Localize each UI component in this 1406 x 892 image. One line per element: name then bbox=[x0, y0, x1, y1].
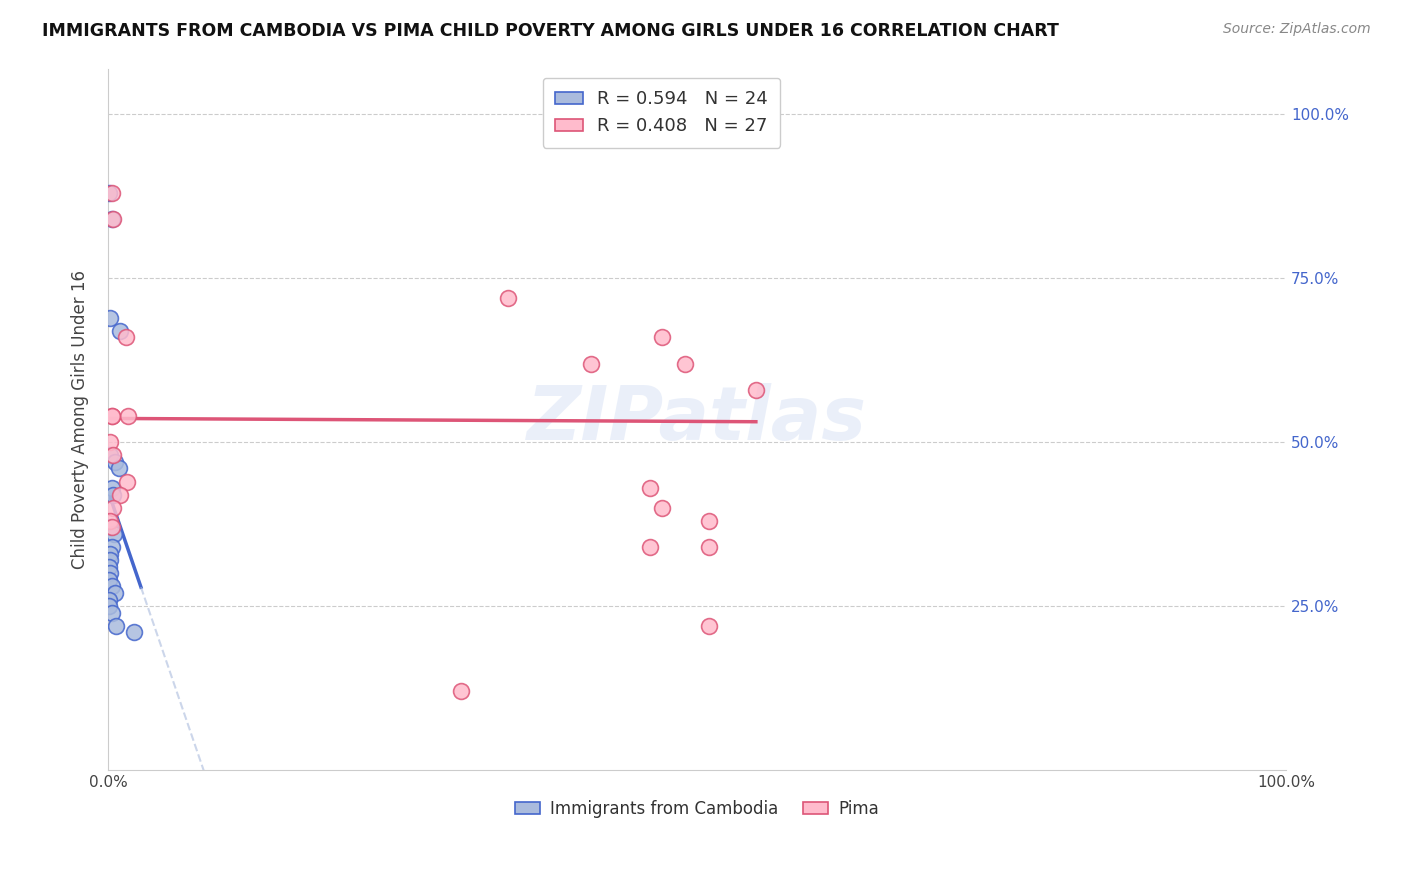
Text: Source: ZipAtlas.com: Source: ZipAtlas.com bbox=[1223, 22, 1371, 37]
Y-axis label: Child Poverty Among Girls Under 16: Child Poverty Among Girls Under 16 bbox=[72, 269, 89, 569]
Point bbox=[98, 448, 121, 462]
Point bbox=[697, 514, 720, 528]
Point bbox=[105, 619, 128, 633]
Point bbox=[100, 212, 122, 227]
Point bbox=[98, 520, 121, 534]
Point bbox=[122, 625, 145, 640]
Point bbox=[101, 448, 124, 462]
Point bbox=[98, 573, 121, 587]
Point bbox=[107, 461, 129, 475]
Point bbox=[100, 186, 122, 200]
Point bbox=[450, 684, 472, 698]
Point bbox=[651, 330, 673, 344]
Legend: Immigrants from Cambodia, Pima: Immigrants from Cambodia, Pima bbox=[509, 794, 886, 825]
Point bbox=[100, 481, 122, 495]
Point bbox=[108, 488, 131, 502]
Point bbox=[697, 619, 720, 633]
Point bbox=[101, 500, 124, 515]
Point bbox=[100, 579, 122, 593]
Point bbox=[101, 488, 124, 502]
Text: IMMIGRANTS FROM CAMBODIA VS PIMA CHILD POVERTY AMONG GIRLS UNDER 16 CORRELATION : IMMIGRANTS FROM CAMBODIA VS PIMA CHILD P… bbox=[42, 22, 1059, 40]
Point bbox=[108, 324, 131, 338]
Point bbox=[745, 383, 768, 397]
Point bbox=[721, 107, 744, 121]
Point bbox=[117, 409, 139, 423]
Point bbox=[101, 212, 124, 227]
Point bbox=[638, 540, 661, 554]
Point bbox=[98, 566, 121, 581]
Text: ZIPatlas: ZIPatlas bbox=[527, 383, 868, 456]
Point bbox=[98, 599, 121, 613]
Point bbox=[638, 481, 661, 495]
Point bbox=[98, 547, 121, 561]
Point bbox=[100, 606, 122, 620]
Point bbox=[103, 527, 125, 541]
Point bbox=[697, 540, 720, 554]
Point bbox=[98, 186, 121, 200]
Point bbox=[104, 455, 127, 469]
Point bbox=[579, 357, 602, 371]
Point bbox=[544, 107, 567, 121]
Point bbox=[100, 409, 122, 423]
Point bbox=[98, 553, 121, 567]
Point bbox=[498, 291, 520, 305]
Point bbox=[651, 500, 673, 515]
Point bbox=[114, 330, 136, 344]
Point bbox=[98, 514, 121, 528]
Point bbox=[98, 310, 121, 325]
Point bbox=[104, 586, 127, 600]
Point bbox=[100, 520, 122, 534]
Point bbox=[100, 540, 122, 554]
Point bbox=[98, 559, 121, 574]
Point bbox=[673, 357, 696, 371]
Point bbox=[98, 435, 121, 450]
Point bbox=[115, 475, 138, 489]
Point bbox=[98, 592, 121, 607]
Point bbox=[100, 409, 122, 423]
